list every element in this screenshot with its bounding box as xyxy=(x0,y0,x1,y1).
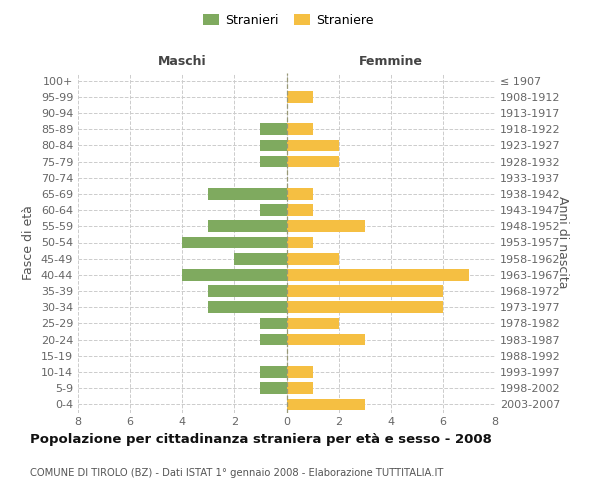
Bar xyxy=(260,140,287,151)
Bar xyxy=(182,236,287,248)
Bar xyxy=(260,382,287,394)
Bar xyxy=(182,269,287,280)
Bar xyxy=(235,253,287,264)
Bar xyxy=(260,204,287,216)
Bar xyxy=(208,220,287,232)
Y-axis label: Anni di nascita: Anni di nascita xyxy=(556,196,569,288)
Bar xyxy=(287,220,365,232)
Bar xyxy=(287,140,338,151)
Bar xyxy=(260,124,287,135)
Bar xyxy=(287,302,443,313)
Bar xyxy=(208,188,287,200)
Bar xyxy=(287,236,313,248)
Bar xyxy=(287,188,313,200)
Bar xyxy=(287,156,338,168)
Text: Femmine: Femmine xyxy=(359,54,423,68)
Text: Maschi: Maschi xyxy=(158,54,206,68)
Bar xyxy=(287,285,443,297)
Bar xyxy=(260,366,287,378)
Bar xyxy=(287,91,313,102)
Bar xyxy=(208,302,287,313)
Bar xyxy=(287,398,365,410)
Bar xyxy=(287,204,313,216)
Bar xyxy=(287,334,365,345)
Text: Popolazione per cittadinanza straniera per età e sesso - 2008: Popolazione per cittadinanza straniera p… xyxy=(30,432,492,446)
Bar xyxy=(287,124,313,135)
Y-axis label: Fasce di età: Fasce di età xyxy=(22,205,35,280)
Bar xyxy=(287,366,313,378)
Bar xyxy=(287,269,469,280)
Legend: Stranieri, Straniere: Stranieri, Straniere xyxy=(197,8,379,32)
Bar xyxy=(208,285,287,297)
Bar xyxy=(287,382,313,394)
Bar xyxy=(260,318,287,330)
Bar xyxy=(260,334,287,345)
Bar xyxy=(287,253,338,264)
Text: COMUNE DI TIROLO (BZ) - Dati ISTAT 1° gennaio 2008 - Elaborazione TUTTITALIA.IT: COMUNE DI TIROLO (BZ) - Dati ISTAT 1° ge… xyxy=(30,468,443,477)
Bar xyxy=(287,318,338,330)
Bar xyxy=(260,156,287,168)
